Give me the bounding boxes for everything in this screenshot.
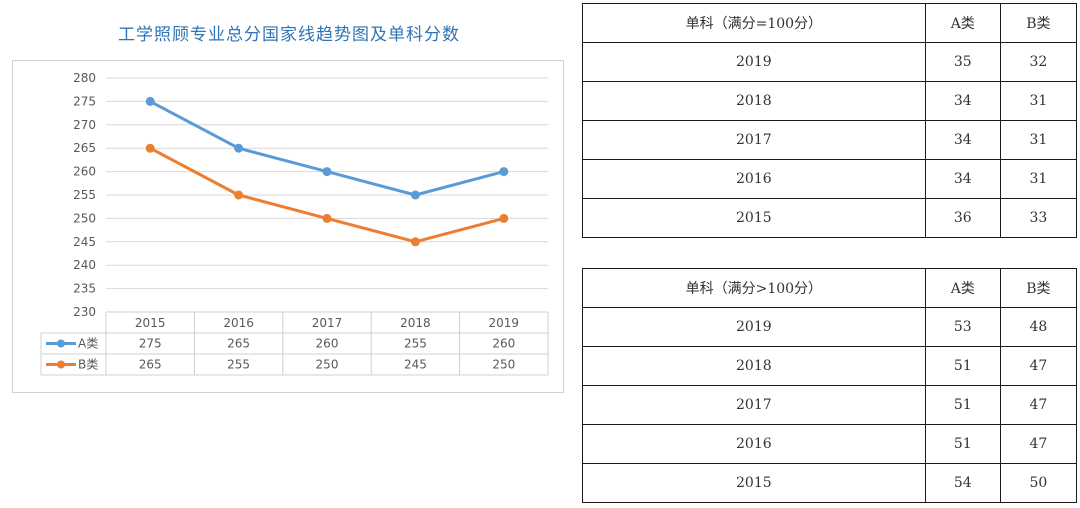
table-cell: 34 xyxy=(924,120,1001,160)
table-cell: 2016 xyxy=(582,159,926,199)
table-cell: A类 xyxy=(924,3,1001,43)
y-tick-label: 265 xyxy=(73,141,96,155)
legend-key-marker xyxy=(57,360,65,369)
table1-header-row: 单科（满分=100分） A类 B类 xyxy=(582,3,1078,43)
single-subject-table-over-100: 单科（满分>100分） A类 B类 2019 53 48 2018 51 47 2017 51 47 2… xyxy=(582,268,1078,503)
table-cell: 51 xyxy=(924,424,1001,464)
table-row: 2019 35 32 xyxy=(582,42,1078,82)
data-point xyxy=(499,167,509,177)
legend-label: B类 xyxy=(78,358,98,372)
table-cell: 单科（满分=100分） xyxy=(582,3,926,43)
table-cell: 34 xyxy=(924,81,1001,121)
table-cell: 31 xyxy=(999,159,1078,199)
table-cell: 2015 xyxy=(582,463,926,503)
y-tick-label: 260 xyxy=(73,165,96,179)
table-row: 2019 53 48 xyxy=(582,307,1078,347)
table-cell: 53 xyxy=(924,307,1001,347)
x-tick-label: 2015 xyxy=(135,316,166,330)
table-cell: 2016 xyxy=(582,424,926,464)
y-tick-label: 245 xyxy=(73,235,96,249)
data-table-value: 250 xyxy=(492,358,515,372)
table-cell: 2015 xyxy=(582,198,926,238)
y-tick-label: 270 xyxy=(73,118,96,132)
data-table-value: 265 xyxy=(227,337,250,351)
table-cell: B类 xyxy=(999,268,1078,308)
table-cell: A类 xyxy=(924,268,1001,308)
data-table-value: 245 xyxy=(404,358,427,372)
data-point xyxy=(234,190,244,200)
table-cell: 2017 xyxy=(582,120,926,160)
table-cell: 54 xyxy=(924,463,1001,503)
table-cell: 2017 xyxy=(582,385,926,425)
table-row: 2018 34 31 xyxy=(582,81,1078,121)
table-cell: 2019 xyxy=(582,307,926,347)
table-row: 2016 34 31 xyxy=(582,159,1078,199)
x-tick-label: 2017 xyxy=(312,316,343,330)
table-cell: 33 xyxy=(999,198,1078,238)
x-tick-label: 2018 xyxy=(400,316,431,330)
y-tick-label: 255 xyxy=(73,188,96,202)
y-tick-label: 240 xyxy=(73,258,96,272)
table-row: 2015 36 33 xyxy=(582,198,1078,238)
data-table-value: 260 xyxy=(492,337,515,351)
data-point xyxy=(322,213,332,223)
table-cell: 34 xyxy=(924,159,1001,199)
chart-title: 工学照顾专业总分国家线趋势图及单科分数 xyxy=(118,25,460,45)
legend-label: A类 xyxy=(78,337,98,351)
table-cell: 48 xyxy=(999,307,1078,347)
data-table-value: 275 xyxy=(139,337,162,351)
chart-area: 230 235 240 245 250 255 260 265 270 275 280 2015 201… xyxy=(12,60,564,393)
table-cell: 51 xyxy=(924,346,1001,386)
table-cell: 2018 xyxy=(582,81,926,121)
y-tick-label: 250 xyxy=(73,211,96,225)
table-row: 2016 51 47 xyxy=(582,424,1078,464)
line-chart: 230 235 240 245 250 255 260 265 270 275 280 2015 201… xyxy=(40,71,549,376)
table-cell: 35 xyxy=(924,42,1001,82)
data-point xyxy=(410,237,420,247)
legend-key-marker xyxy=(57,339,65,348)
table-cell: 47 xyxy=(999,424,1078,464)
table-cell: 36 xyxy=(924,198,1001,238)
data-table-value: 255 xyxy=(227,358,250,372)
y-tick-label: 235 xyxy=(73,282,96,296)
table-cell: 2018 xyxy=(582,346,926,386)
table-row: 2018 51 47 xyxy=(582,346,1078,386)
data-table-value: 250 xyxy=(316,358,339,372)
table-row: 2017 51 47 xyxy=(582,385,1078,425)
x-tick-label: 2016 xyxy=(223,316,254,330)
y-tick-label: 275 xyxy=(73,94,96,108)
data-point xyxy=(145,96,155,106)
table-cell: 31 xyxy=(999,81,1078,121)
table-cell: 32 xyxy=(999,42,1078,82)
data-point xyxy=(234,143,244,153)
table-cell: 单科（满分>100分） xyxy=(582,268,926,308)
table-cell: B类 xyxy=(999,3,1078,43)
x-tick-label: 2019 xyxy=(489,316,520,330)
y-tick-label: 230 xyxy=(73,305,96,319)
data-point xyxy=(322,167,332,177)
data-point xyxy=(410,190,420,200)
data-point xyxy=(499,213,509,223)
table-row: 2015 54 50 xyxy=(582,463,1078,503)
table-row: 2017 34 31 xyxy=(582,120,1078,160)
table-cell: 2019 xyxy=(582,42,926,82)
table-cell: 31 xyxy=(999,120,1078,160)
data-point xyxy=(145,143,155,153)
single-subject-table-100: 单科（满分=100分） A类 B类 2019 35 32 2018 34 31 2017 34 31 2… xyxy=(582,3,1078,238)
table-cell: 47 xyxy=(999,346,1078,386)
table-cell: 47 xyxy=(999,385,1078,425)
data-table-value: 260 xyxy=(316,337,339,351)
table-cell: 50 xyxy=(999,463,1078,503)
y-tick-label: 280 xyxy=(73,71,96,85)
data-table-value: 265 xyxy=(139,358,162,372)
data-table-value: 255 xyxy=(404,337,427,351)
table2-header-row: 单科（满分>100分） A类 B类 xyxy=(582,268,1078,308)
table-cell: 51 xyxy=(924,385,1001,425)
